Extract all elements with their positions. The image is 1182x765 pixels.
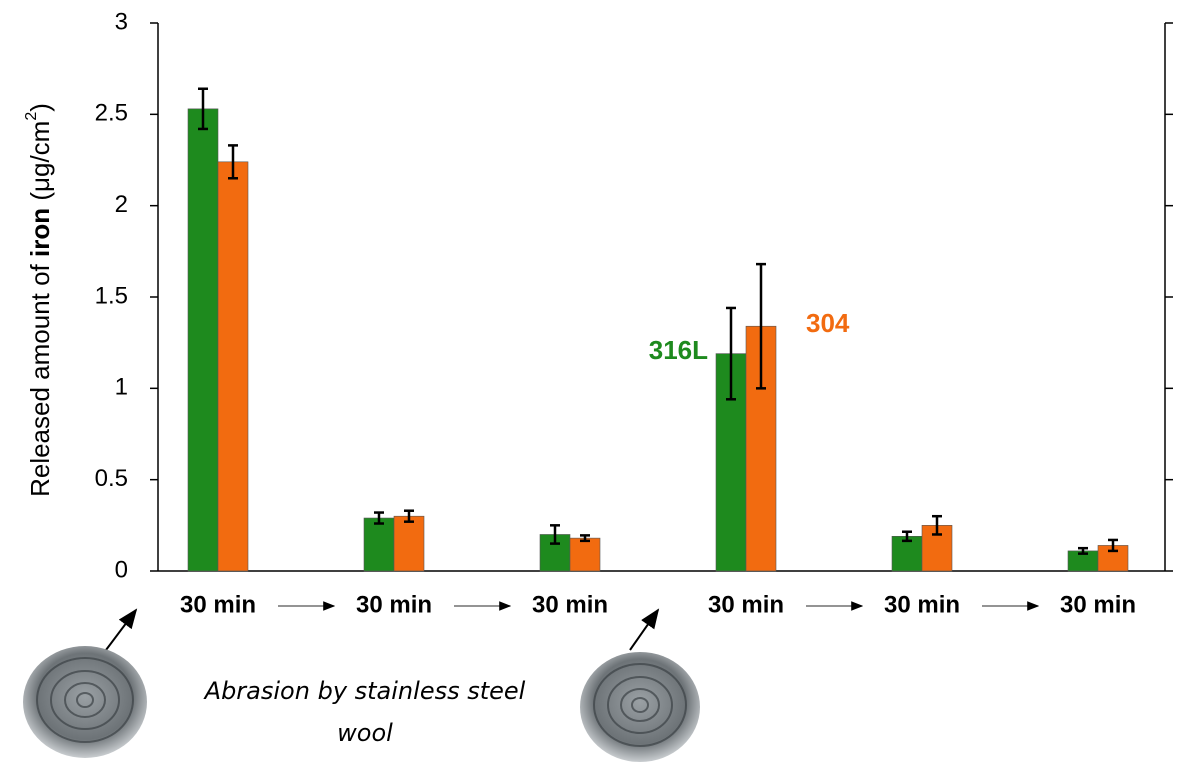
y-tick-label: 3 — [115, 8, 128, 35]
y-tick-label: 1.5 — [95, 282, 128, 309]
y-label-part: iron — [25, 208, 55, 257]
error-bar — [374, 511, 384, 525]
axes — [157, 23, 1166, 572]
x-tick-label: 30 min — [708, 591, 784, 618]
y-axis-label: Released amount of iron (μg/cm2) — [23, 103, 55, 497]
y-label-part: (μg/cm — [25, 121, 55, 208]
error-bar — [756, 262, 766, 390]
x-tick-label: 30 min — [532, 591, 608, 618]
bar — [217, 161, 249, 572]
legend-label: 304 — [806, 308, 850, 338]
annotation: wool — [337, 719, 393, 747]
sequence-arrows — [105, 601, 1040, 651]
error-bar — [228, 144, 238, 180]
y-tick-label: 0.5 — [95, 465, 128, 492]
legend-label: 316L — [649, 335, 708, 365]
y-tick-label: 2.5 — [95, 100, 128, 127]
x-tick-label: 30 min — [356, 591, 432, 618]
steel-wool-icon — [580, 652, 700, 762]
steel-wool-icon — [23, 646, 147, 758]
error-bar — [726, 306, 736, 401]
y-label-part: 2 — [23, 112, 40, 121]
bar — [569, 537, 601, 572]
bar — [393, 515, 425, 572]
error-bar — [902, 530, 912, 543]
error-bar — [932, 514, 942, 536]
error-bar — [404, 509, 414, 523]
error-bar — [1108, 538, 1118, 553]
error-bar — [198, 87, 208, 131]
pointer-arrow — [629, 608, 660, 651]
y-tick-label: 1 — [115, 374, 128, 401]
bar — [187, 108, 219, 572]
pointer-arrow — [105, 608, 138, 651]
x-tick-label: 30 min — [884, 591, 960, 618]
x-tick-label: 30 min — [1060, 591, 1136, 618]
y-tick-label: 0 — [115, 556, 128, 583]
annotation: Abrasion by stainless steel — [203, 677, 526, 705]
error-bar — [1078, 546, 1088, 555]
bar — [363, 517, 395, 572]
y-label-part: ) — [25, 103, 55, 112]
y-tick-label: 2 — [115, 191, 128, 218]
x-tick-label: 30 min — [180, 591, 256, 618]
y-label-part: Released amount of — [25, 257, 55, 497]
error-bar — [550, 524, 560, 545]
error-bar — [580, 534, 590, 543]
